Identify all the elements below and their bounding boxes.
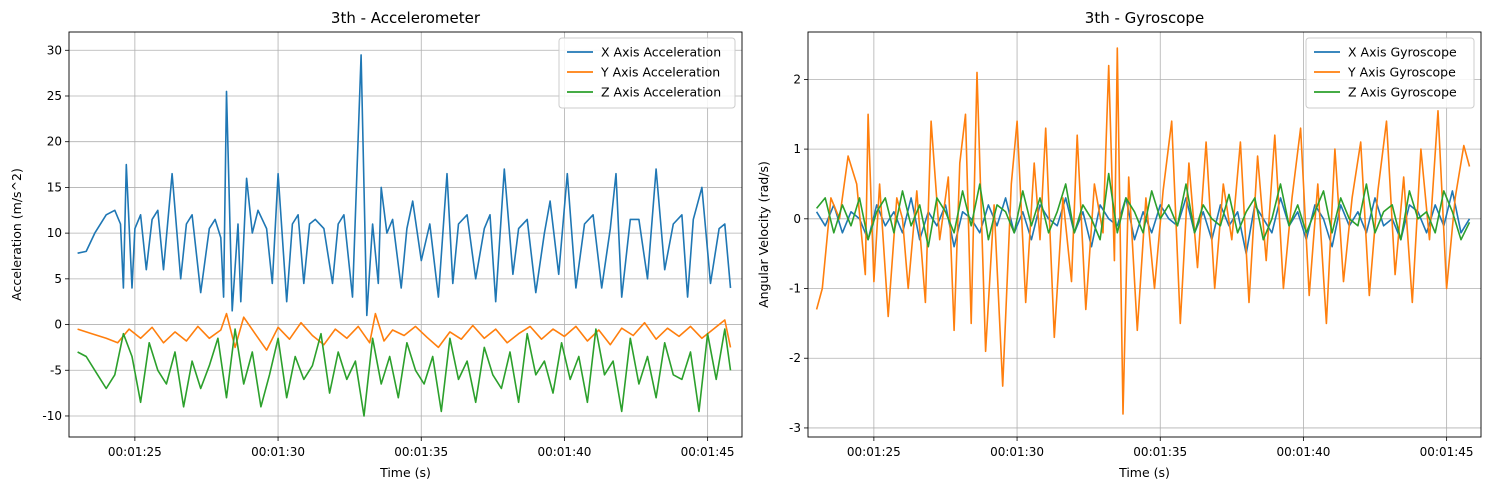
- gyro-x-tick-label: 00:01:35: [1133, 445, 1187, 459]
- accel-legend: X Axis Acceleration Y Axis Acceleration Z …: [558, 37, 736, 109]
- accel-y-tick-label: 25: [47, 89, 62, 103]
- accel-y-tick-label: 15: [47, 180, 62, 194]
- gyro-y-tick-label: -3: [789, 421, 801, 435]
- accel-x-axis-label: Time (s): [379, 465, 431, 480]
- gyro-x-tick-label: 00:01:30: [990, 445, 1044, 459]
- gyro-legend: X Axis Gyroscope Y Axis Gyroscope Z Axis G…: [1305, 37, 1475, 109]
- gyro-y-tick-label: -2: [789, 351, 801, 365]
- accel-legend-label: Y Axis Acceleration: [600, 65, 720, 80]
- gyro-legend-label: X Axis Gyroscope: [1348, 45, 1457, 60]
- gyro-legend-label: Z Axis Gyroscope: [1348, 85, 1457, 100]
- gyroscope-chart: 00:01:25 00:01:30 00:01:35 00:01:40 00:01:45…: [756, 9, 1482, 480]
- accel-y-tick-label: 10: [47, 226, 62, 240]
- accelerometer-chart: 00:01:25 00:01:30 00:01:35 00:01:40 00:01:45…: [9, 9, 743, 480]
- accel-x-tick-label: 00:01:45: [681, 445, 735, 459]
- accel-series-x-line: [77, 54, 732, 317]
- accel-axes-frame: [68, 31, 743, 438]
- gyro-legend-label: Y Axis Gyroscope: [1347, 65, 1456, 80]
- accel-legend-label: X Axis Acceleration: [601, 45, 721, 60]
- accel-x-tick-label: 00:01:40: [537, 445, 591, 459]
- accel-y-tick-label: -5: [50, 363, 62, 377]
- gyro-chart-title: 3th - Gyroscope: [1085, 9, 1204, 27]
- accel-chart-title: 3th - Accelerometer: [331, 9, 481, 27]
- gyro-y-axis-label: Angular Velocity (rad/s): [756, 161, 771, 308]
- accel-y-tick-label: 30: [47, 43, 62, 57]
- accel-x-tick-label: 00:01:25: [108, 445, 162, 459]
- gyro-y-tick-label: -1: [789, 282, 801, 296]
- accel-series-z-line: [77, 328, 732, 417]
- gyro-axes-frame: [807, 31, 1482, 438]
- accel-legend-box: [558, 37, 736, 109]
- gyro-series-z-line: [815, 172, 1471, 248]
- gyro-x-axis-label: Time (s): [1118, 465, 1170, 480]
- gyro-y-tick-label: 2: [793, 72, 801, 86]
- gyro-x-tick-label: 00:01:45: [1420, 445, 1474, 459]
- accel-x-tick-label: 00:01:30: [251, 445, 305, 459]
- accel-y-tick-label: 20: [47, 135, 62, 149]
- accel-y-tick-label: 0: [54, 318, 62, 332]
- accel-y-tick-label: -10: [42, 409, 62, 423]
- gyro-series-group: [815, 47, 1471, 415]
- gyro-legend-box: [1305, 37, 1475, 109]
- accel-series-group: [77, 54, 732, 417]
- gyro-y-tick-label: 1: [793, 142, 801, 156]
- accel-y-tick-label: 5: [54, 272, 62, 286]
- gyro-y-tick-label: 0: [793, 212, 801, 226]
- gyro-x-tick-label: 00:01:25: [847, 445, 901, 459]
- accel-legend-label: Z Axis Acceleration: [601, 85, 721, 100]
- accel-y-axis-label: Acceleration (m/s^2): [9, 168, 24, 301]
- gyro-series-y-line: [815, 47, 1471, 415]
- gyro-x-tick-label: 00:01:40: [1276, 445, 1330, 459]
- accel-series-y-line: [77, 312, 732, 351]
- gyro-series-x-line: [815, 190, 1471, 255]
- accel-x-tick-label: 00:01:35: [394, 445, 448, 459]
